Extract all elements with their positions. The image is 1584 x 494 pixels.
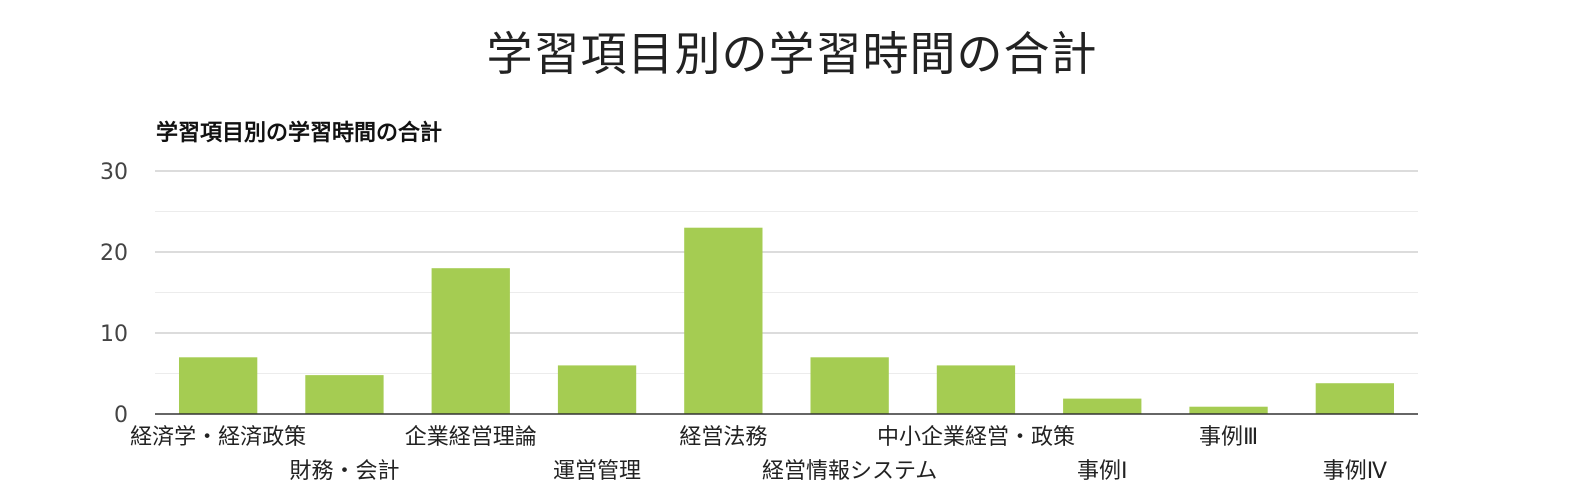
y-tick-label: 30	[100, 160, 128, 185]
x-category-label: 財務・会計	[289, 459, 399, 484]
y-tick-label: 0	[114, 403, 128, 428]
bar	[936, 365, 1016, 414]
bar	[684, 227, 763, 414]
x-category-label: 経済学・経済政策	[130, 425, 306, 450]
x-category-label: 事例Ⅳ	[1323, 459, 1388, 484]
bar	[431, 268, 510, 414]
x-category-label: 経営法務	[679, 425, 767, 450]
bar	[1063, 398, 1142, 414]
bar	[1315, 383, 1395, 414]
grid-lines	[155, 170, 1418, 374]
y-tick-label: 20	[100, 241, 128, 266]
y-axis-ticks: 0 10 20 30	[100, 160, 128, 428]
x-category-label: 運営管理	[553, 459, 641, 484]
bars	[178, 227, 1395, 414]
x-category-label: 事例Ⅲ	[1199, 425, 1258, 450]
bar	[810, 357, 889, 414]
bar	[305, 375, 384, 414]
bar	[178, 357, 258, 414]
page-title: 学習項目別の学習時間の合計	[486, 27, 1098, 81]
x-category-label: 経営情報システム	[762, 459, 937, 484]
chart-title: 学習項目別の学習時間の合計	[156, 120, 442, 146]
x-category-label: 事例Ⅰ	[1077, 459, 1128, 484]
y-tick-label: 10	[100, 322, 128, 347]
bar	[557, 365, 637, 414]
x-category-label: 中小企業経営・政策	[877, 425, 1075, 450]
bar	[1189, 406, 1268, 414]
x-category-label: 企業経営理論	[405, 425, 537, 450]
